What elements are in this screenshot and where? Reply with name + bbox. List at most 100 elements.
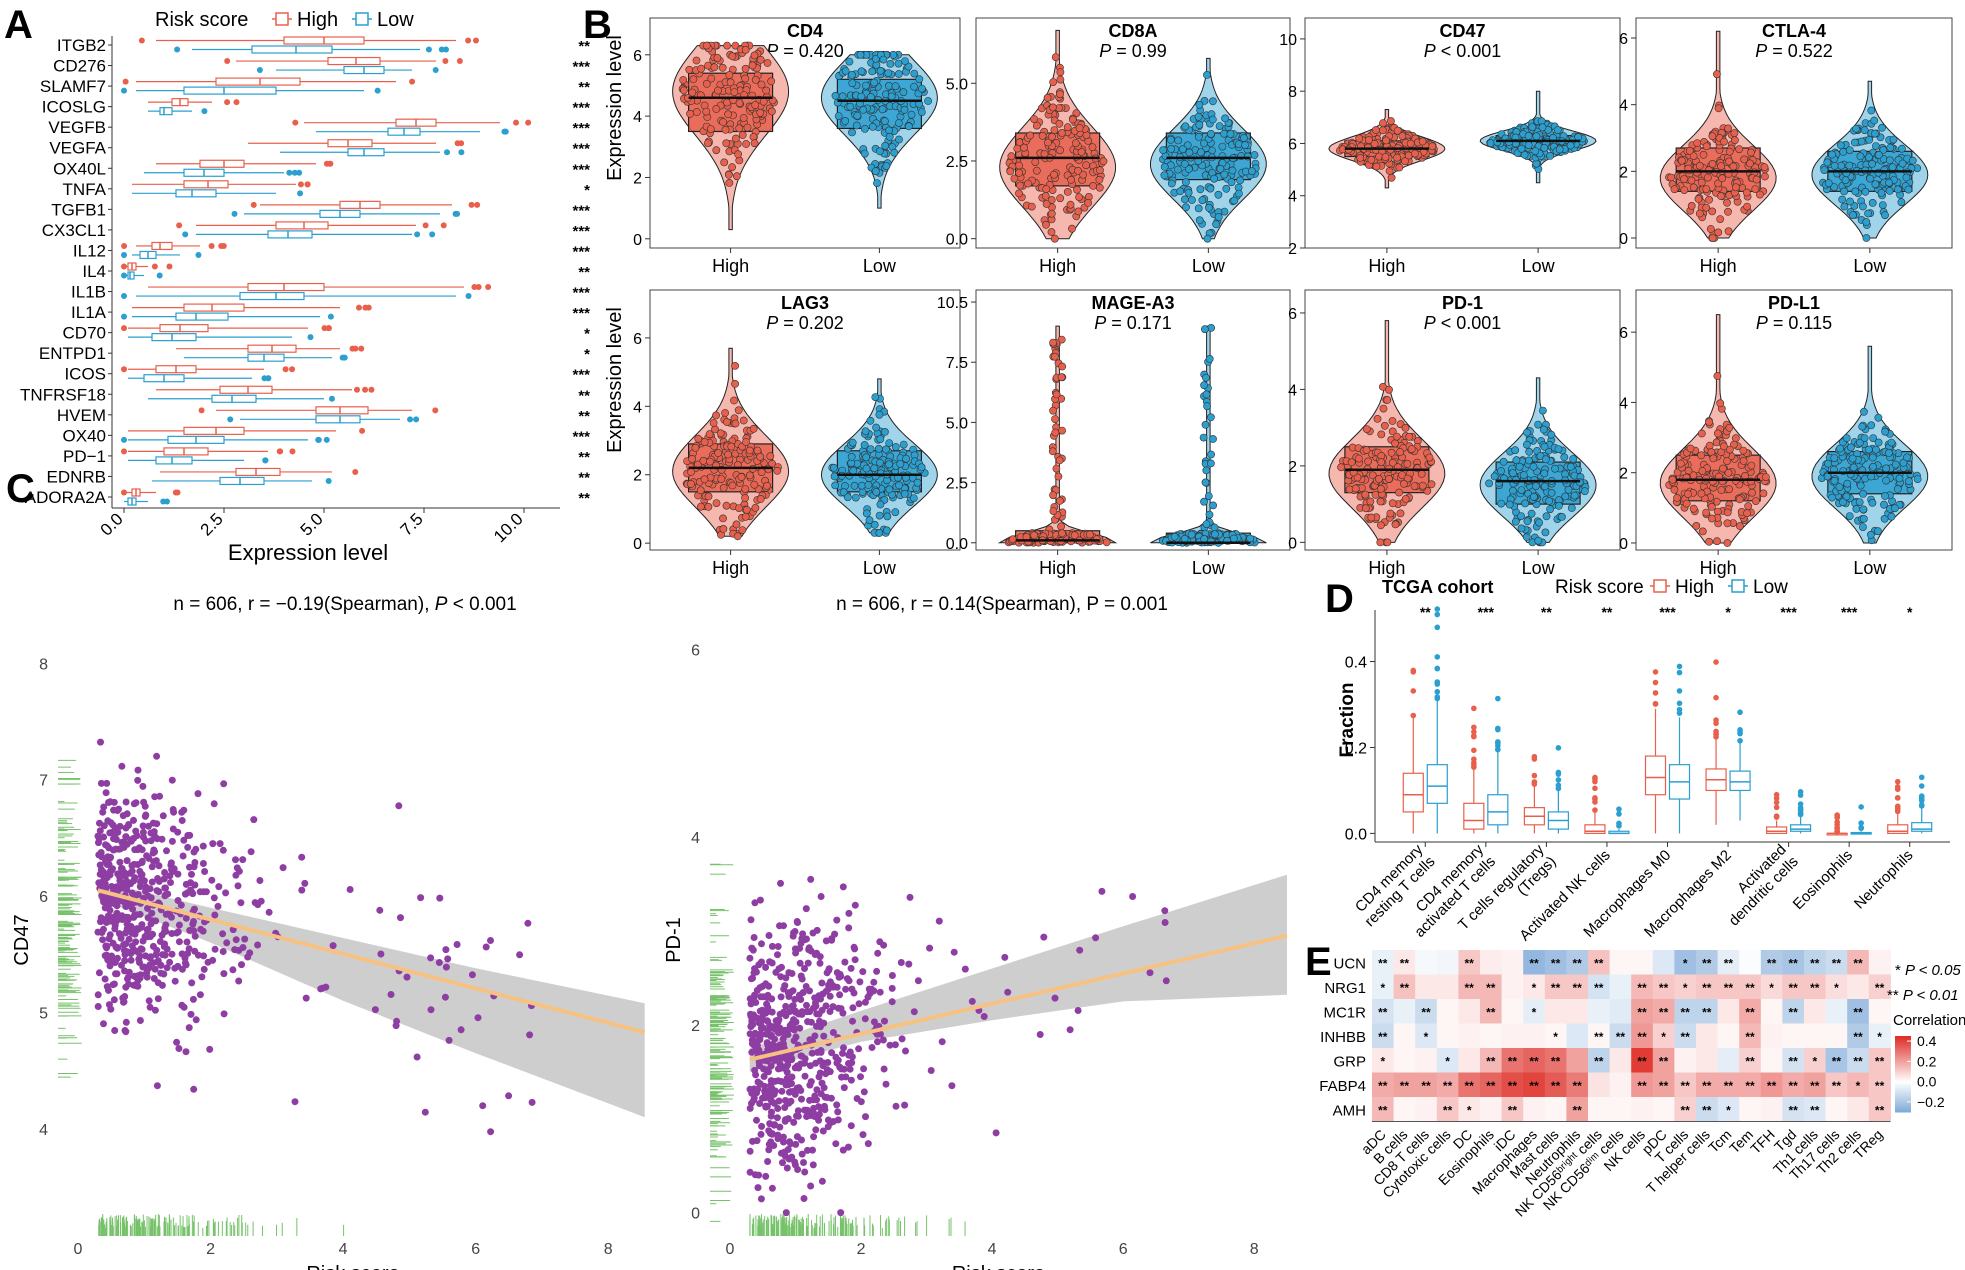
data-point [1580,487,1589,496]
data-point [1845,146,1854,154]
data-point [1540,143,1549,152]
scatter-point [882,1080,890,1088]
gene-label: EDNRB [46,467,106,486]
data-point [1719,464,1727,473]
data-point [1236,176,1244,185]
scatter-plot: n = 606, r = 0.14(Spearman), P = 0.001 PD… [663,594,1288,1270]
iqr-box [347,148,385,157]
data-point [1226,130,1235,138]
data-point [1055,456,1064,465]
data-point [707,74,716,83]
data-point [1351,484,1360,493]
x-axis-title: Risk score [306,1263,399,1270]
data-point [1205,510,1214,519]
scatter-point [98,853,106,861]
data-point [891,443,900,451]
data-point [751,101,760,109]
data-point [1159,146,1167,154]
y-tick-label: 5.0 [946,415,968,432]
scatter-point [146,1003,154,1011]
data-point [1680,175,1688,183]
data-point [1372,126,1380,134]
data-point [756,452,765,461]
scatter-point [112,845,120,853]
box-high [198,406,439,415]
data-point [704,502,713,511]
data-point [691,443,700,452]
significance-label: *** [572,202,590,219]
data-point [1074,207,1083,216]
data-point [843,493,852,502]
scatter-point [773,1114,781,1122]
data-point [886,60,895,68]
scatter-point [442,946,450,954]
x-tick-label: 6 [471,1241,480,1258]
data-point [1050,234,1059,243]
data-point [1888,163,1897,172]
scatter-stats-title: n = 606, r = 0.14(Spearman), P = 0.001 [836,594,1168,615]
data-point [1411,149,1419,158]
data-point [1839,498,1847,507]
outlier-point [182,231,189,238]
data-point [1525,456,1533,465]
scatter-point [813,1086,821,1094]
data-point [860,149,869,158]
gene-label: OX40L [53,159,106,178]
data-point [1221,114,1229,123]
outlier-point [442,46,449,53]
box-high [128,426,366,435]
scatter-point [104,917,112,925]
x-tick-label: 4 [988,1241,997,1258]
stats-prefix: n = 606, r = 0.14(Spearman), [836,594,1086,615]
box-low [184,353,348,362]
data-point [1372,162,1381,171]
outlier-point [327,313,334,320]
box-high [121,324,332,333]
data-point [1713,70,1721,79]
data-point [1048,132,1056,141]
data-point [1684,490,1692,498]
outlier-point [292,119,299,126]
data-point [1528,123,1537,131]
data-point [1747,461,1756,470]
data-point [1379,404,1388,413]
data-point [741,494,749,502]
data-point [763,481,771,490]
scatter-stats-title: n = 606, r = −0.19(Spearman), P < 0.001 [173,594,516,615]
data-point [1725,147,1734,156]
scatter-point [800,1159,807,1166]
data-point [1736,522,1744,530]
data-point [830,472,839,481]
data-point [728,163,736,172]
data-point [1878,123,1886,132]
data-point [904,122,913,131]
scatter-point [127,956,135,964]
data-point [876,435,885,443]
data-point [1355,134,1364,143]
data-point [1051,415,1059,423]
y-axis-title: PD-1 [663,917,685,963]
y-tick-label: 0.0 [946,232,968,249]
scatter-point [834,1108,842,1116]
data-point [1082,131,1091,140]
data-point [1057,522,1065,531]
x-tick-label: 7.5 [397,509,427,539]
data-point [1689,183,1698,192]
data-point [1830,454,1839,462]
subplot-p-value: P < 0.001 [1424,313,1502,333]
scatter-point [837,1209,845,1217]
data-point [1560,453,1569,462]
data-point [1206,184,1215,193]
scatter-point [201,868,209,875]
scatter-point [164,910,172,918]
outlier-point [525,119,532,126]
data-point [1071,139,1080,148]
data-point [1564,485,1573,494]
data-point [862,464,871,473]
scatter-point [96,861,104,869]
data-point [1180,159,1189,168]
data-point [851,493,860,502]
outlier-point [355,304,362,311]
iqr-box [175,189,217,198]
outlier-point [121,251,127,258]
